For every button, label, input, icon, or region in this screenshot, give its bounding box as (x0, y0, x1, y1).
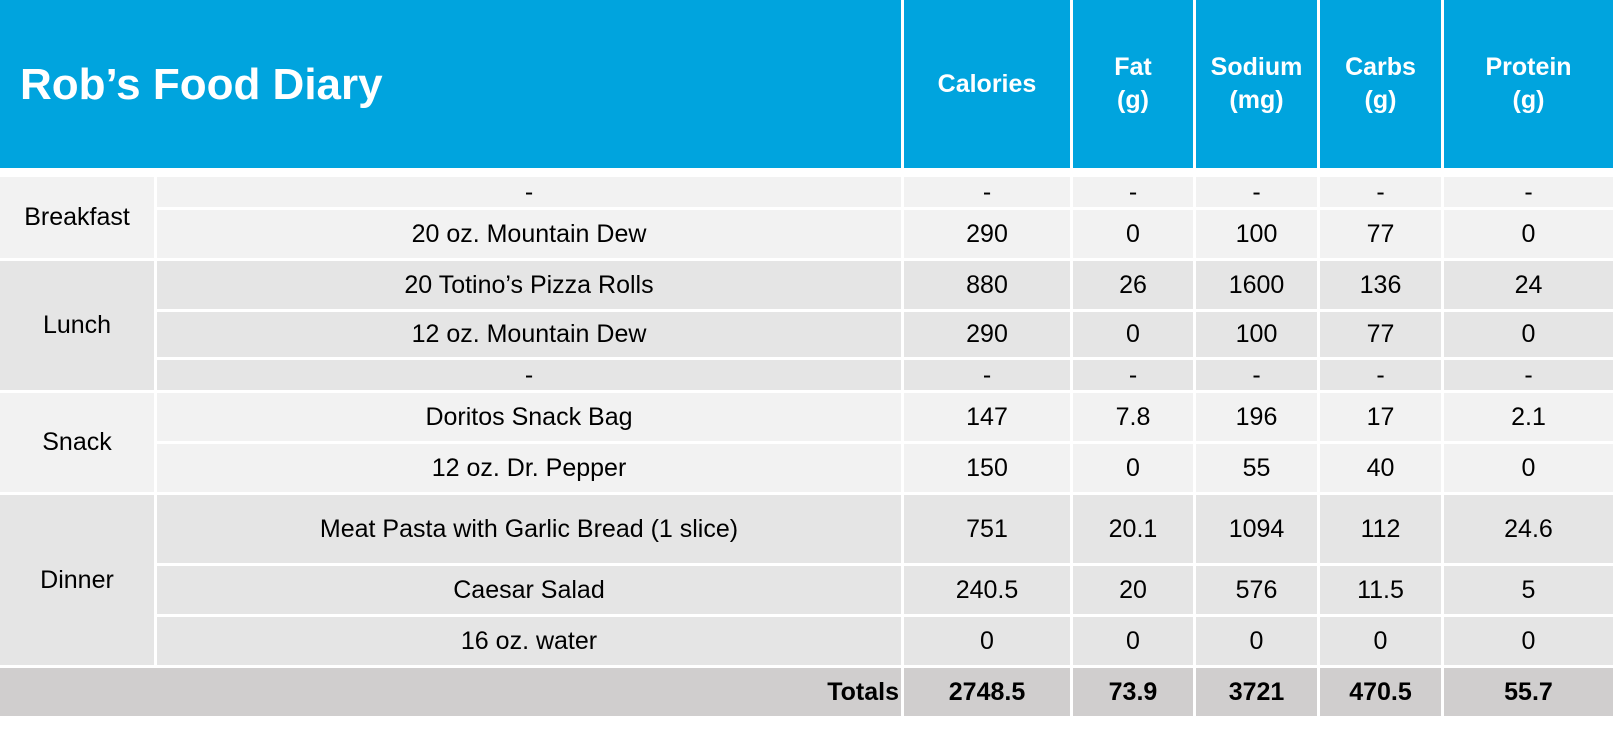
table-row: 16 oz. water 0 0 0 0 0 (0, 617, 1613, 668)
protein-cell: 24 (1444, 261, 1613, 312)
spacer-row (0, 171, 1613, 177)
table-row: Snack Doritos Snack Bag 147 7.8 196 17 2… (0, 393, 1613, 495)
meal-label-snack: Snack (0, 393, 157, 495)
col-header-calories: Calories (904, 0, 1073, 171)
carbs-cell: 136 (1320, 261, 1444, 312)
carbs-cell: 11.5 (1320, 566, 1444, 617)
fat-cell: 0 (1073, 312, 1196, 360)
sodium-cell: 1094 (1196, 495, 1320, 566)
protein-cell: 2.1 (1444, 393, 1613, 444)
meal-label-lunch: Lunch (0, 261, 157, 393)
sodium-cell: 55 (1196, 444, 1320, 495)
totals-row: Totals 2748.5 73.9 3721 470.5 55.7 (0, 668, 1613, 716)
protein-cell: - (1444, 177, 1613, 210)
food-item: 20 Totino’s Pizza Rolls (157, 261, 904, 312)
sodium-cell: 100 (1196, 312, 1320, 360)
fat-cell: 7.8 (1073, 393, 1196, 444)
carbs-cell: - (1320, 177, 1444, 210)
protein-cell: 24.6 (1444, 495, 1613, 566)
fat-cell: - (1073, 177, 1196, 210)
table-row: 12 oz. Mountain Dew 290 0 100 77 0 (0, 312, 1613, 360)
calories-cell: 880 (904, 261, 1073, 312)
food-item: 12 oz. Dr. Pepper (157, 444, 904, 495)
total-calories: 2748.5 (904, 668, 1073, 716)
header-row: Rob’s Food Diary Calories Fat (g) Sodium(… (0, 0, 1613, 171)
meal-label-breakfast: Breakfast (0, 177, 157, 261)
total-fat: 73.9 (1073, 668, 1196, 716)
sodium-cell: 576 (1196, 566, 1320, 617)
table-row: Breakfast - - - - - - (0, 177, 1613, 261)
food-item: 20 oz. Mountain Dew (157, 210, 904, 261)
food-item: Caesar Salad (157, 566, 904, 617)
calories-cell: 290 (904, 210, 1073, 261)
fat-cell: 0 (1073, 617, 1196, 668)
fat-cell: 0 (1073, 210, 1196, 261)
fat-cell: 20 (1073, 566, 1196, 617)
carbs-cell: 77 (1320, 312, 1444, 360)
meal-label-dinner: Dinner (0, 495, 157, 668)
total-protein: 55.7 (1444, 668, 1613, 716)
fat-cell: 0 (1073, 444, 1196, 495)
carbs-cell: 40 (1320, 444, 1444, 495)
carbs-cell: 0 (1320, 617, 1444, 668)
table-row: Caesar Salad 240.5 20 576 11.5 5 (0, 566, 1613, 617)
table-row: 20 oz. Mountain Dew 290 0 100 77 0 (0, 210, 1613, 261)
food-item: 16 oz. water (157, 617, 904, 668)
calories-cell: 0 (904, 617, 1073, 668)
sodium-cell: 100 (1196, 210, 1320, 261)
sodium-cell: 0 (1196, 617, 1320, 668)
calories-cell: - (904, 177, 1073, 210)
food-item: 12 oz. Mountain Dew (157, 312, 904, 360)
carbs-cell: 112 (1320, 495, 1444, 566)
total-carbs: 470.5 (1320, 668, 1444, 716)
sodium-cell: - (1196, 360, 1320, 393)
col-header-protein: Protein (g) (1444, 0, 1613, 171)
protein-cell: - (1444, 360, 1613, 393)
protein-cell: 0 (1444, 312, 1613, 360)
protein-cell: 0 (1444, 444, 1613, 495)
page-title: Rob’s Food Diary (0, 0, 904, 171)
totals-label: Totals (0, 668, 904, 716)
sodium-cell: - (1196, 177, 1320, 210)
table-row: Dinner Meat Pasta with Garlic Bread (1 s… (0, 495, 1613, 668)
table-row: Lunch 20 Totino’s Pizza Rolls 880 26 160… (0, 261, 1613, 393)
total-sodium: 3721 (1196, 668, 1320, 716)
food-item: Doritos Snack Bag (157, 393, 904, 444)
calories-cell: 290 (904, 312, 1073, 360)
sodium-cell: 1600 (1196, 261, 1320, 312)
protein-cell: 5 (1444, 566, 1613, 617)
food-diary-table: Rob’s Food Diary Calories Fat (g) Sodium(… (0, 0, 1613, 716)
food-item: Meat Pasta with Garlic Bread (1 slice) (157, 495, 904, 566)
calories-cell: 751 (904, 495, 1073, 566)
calories-cell: - (904, 360, 1073, 393)
food-item: - (157, 177, 904, 210)
table-row: 12 oz. Dr. Pepper 150 0 55 40 0 (0, 444, 1613, 495)
protein-cell: 0 (1444, 617, 1613, 668)
col-header-carbs: Carbs (g) (1320, 0, 1444, 171)
calories-cell: 240.5 (904, 566, 1073, 617)
col-header-fat: Fat (g) (1073, 0, 1196, 171)
food-item: - (157, 360, 904, 393)
table-row: - - - - - - (0, 360, 1613, 393)
fat-cell: 26 (1073, 261, 1196, 312)
protein-cell: 0 (1444, 210, 1613, 261)
carbs-cell: - (1320, 360, 1444, 393)
fat-cell: 20.1 (1073, 495, 1196, 566)
sodium-cell: 196 (1196, 393, 1320, 444)
calories-cell: 147 (904, 393, 1073, 444)
carbs-cell: 17 (1320, 393, 1444, 444)
calories-cell: 150 (904, 444, 1073, 495)
carbs-cell: 77 (1320, 210, 1444, 261)
fat-cell: - (1073, 360, 1196, 393)
col-header-sodium: Sodium (mg) (1196, 0, 1320, 171)
